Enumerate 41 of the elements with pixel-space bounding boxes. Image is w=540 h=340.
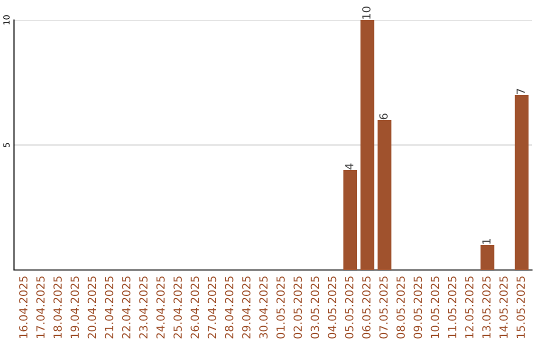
x-tick-label: 14.05.2025 <box>499 276 508 338</box>
data-label: 4 <box>345 164 354 170</box>
x-tick-label: 28.04.2025 <box>224 276 234 338</box>
x-tick-label: 15.05.2025 <box>516 276 525 338</box>
x-tick-label: 29.04.2025 <box>242 276 250 338</box>
x-tick-label: 17.04.2025 <box>36 276 45 338</box>
bar <box>378 120 392 270</box>
x-tick-label: 06.05.2025 <box>362 276 371 338</box>
data-label: 7 <box>516 88 525 94</box>
x-tick-label: 24.04.2025 <box>156 276 165 338</box>
x-tick-label: 22.04.2025 <box>122 276 130 338</box>
x-tick-label: 18.04.2025 <box>53 276 62 338</box>
x-tick-label: 20.04.2025 <box>88 276 96 338</box>
x-tick-label: 11.05.2025 <box>448 276 456 338</box>
y-tick-label: 5 <box>3 143 10 148</box>
bar <box>360 20 374 270</box>
x-tick-label: 04.05.2025 <box>328 276 336 338</box>
data-label: 6 <box>379 114 388 120</box>
x-tick-label: 03.05.2025 <box>310 276 320 338</box>
x-tick-label: 12.05.2025 <box>465 276 474 338</box>
bar <box>343 170 358 270</box>
x-tick-label: 07.05.2025 <box>379 276 388 338</box>
data-label: 10 <box>362 6 371 19</box>
x-tick-label: 23.04.2025 <box>139 276 148 338</box>
x-tick-label: 27.04.2025 <box>208 276 216 338</box>
x-tick-label: 02.05.2025 <box>294 276 302 338</box>
bar <box>480 245 494 270</box>
x-tick-label: 09.05.2025 <box>414 276 422 338</box>
x-tick-label: 16.04.2025 <box>19 276 28 338</box>
x-tick-label: 08.05.2025 <box>396 276 405 338</box>
x-tick-label: 25.04.2025 <box>173 276 182 338</box>
x-tick-label: 01.05.2025 <box>276 276 285 338</box>
x-tick-label: 30.04.2025 <box>259 276 268 338</box>
x-tick-label: 13.05.2025 <box>482 276 491 338</box>
x-tick-label: 26.04.2025 <box>190 276 200 338</box>
x-tick-label: 05.05.2025 <box>345 276 354 338</box>
x-tick-label: 10.05.2025 <box>430 276 440 338</box>
x-tick-label: 21.04.2025 <box>104 276 114 338</box>
x-tick-label: 19.04.2025 <box>70 276 79 338</box>
data-label: 1 <box>482 238 490 244</box>
bar <box>514 95 529 270</box>
